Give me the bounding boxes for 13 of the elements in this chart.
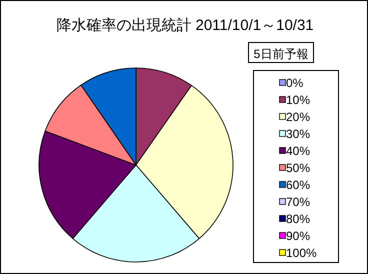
legend-label: 60%: [286, 178, 310, 192]
legend-label: 10%: [286, 93, 310, 107]
legend-label: 30%: [286, 127, 310, 141]
legend-label: 90%: [286, 229, 310, 243]
legend-label: 0%: [286, 76, 304, 90]
legend-label: 70%: [286, 195, 310, 209]
legend-label: 20%: [286, 110, 310, 124]
legend-title: 5日前予報: [254, 47, 308, 61]
legend-label: 100%: [286, 246, 318, 260]
legend-label: 80%: [286, 212, 310, 226]
chart-title: 降水確率の出現統計 2011/10/1～10/31: [56, 17, 314, 34]
legend-label: 50%: [286, 161, 310, 175]
legend-label: 40%: [286, 144, 310, 158]
